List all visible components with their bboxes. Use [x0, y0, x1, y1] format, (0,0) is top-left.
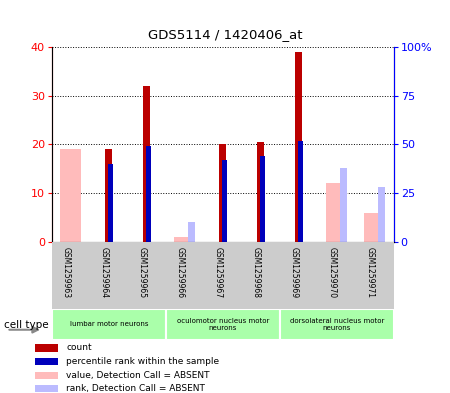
Text: GSM1259965: GSM1259965: [138, 247, 147, 298]
Bar: [298, 141, 303, 242]
Text: GSM1259968: GSM1259968: [252, 247, 261, 298]
Text: value, Detection Call = ABSENT: value, Detection Call = ABSENT: [66, 371, 210, 380]
Text: rank, Detection Call = ABSENT: rank, Detection Call = ABSENT: [66, 384, 205, 393]
Bar: [340, 168, 347, 242]
Bar: [295, 52, 302, 242]
Bar: [257, 142, 265, 242]
Bar: [174, 237, 195, 242]
Text: GSM1259970: GSM1259970: [328, 247, 337, 298]
Bar: [52, 309, 166, 340]
Bar: [108, 164, 113, 242]
Text: GSM1259967: GSM1259967: [214, 247, 223, 298]
Bar: [326, 183, 347, 242]
Text: GSM1259964: GSM1259964: [100, 247, 109, 298]
Text: GSM1259971: GSM1259971: [366, 247, 375, 298]
Bar: [261, 156, 265, 242]
Bar: [222, 160, 227, 242]
Bar: [364, 213, 385, 242]
Text: oculomotor nucleus motor
neurons: oculomotor nucleus motor neurons: [176, 318, 269, 331]
Text: lumbar motor neurons: lumbar motor neurons: [69, 321, 148, 327]
Bar: [166, 309, 280, 340]
Text: GSM1259963: GSM1259963: [62, 247, 71, 298]
Text: GDS5114 / 1420406_at: GDS5114 / 1420406_at: [148, 28, 302, 41]
Bar: [35, 344, 58, 352]
Text: GSM1259969: GSM1259969: [290, 247, 299, 298]
Text: cell type: cell type: [4, 320, 49, 330]
Bar: [105, 149, 112, 242]
Text: dorsolateral nucleus motor
neurons: dorsolateral nucleus motor neurons: [289, 318, 384, 331]
Bar: [35, 372, 58, 379]
Text: percentile rank within the sample: percentile rank within the sample: [66, 357, 220, 366]
Text: GSM1259966: GSM1259966: [176, 247, 185, 298]
Bar: [143, 86, 150, 242]
Bar: [378, 187, 385, 242]
Bar: [35, 358, 58, 365]
Bar: [280, 309, 394, 340]
Bar: [60, 149, 81, 242]
Bar: [146, 146, 151, 242]
Bar: [35, 385, 58, 393]
Bar: [219, 144, 226, 242]
Text: count: count: [66, 343, 92, 353]
Bar: [188, 222, 195, 242]
